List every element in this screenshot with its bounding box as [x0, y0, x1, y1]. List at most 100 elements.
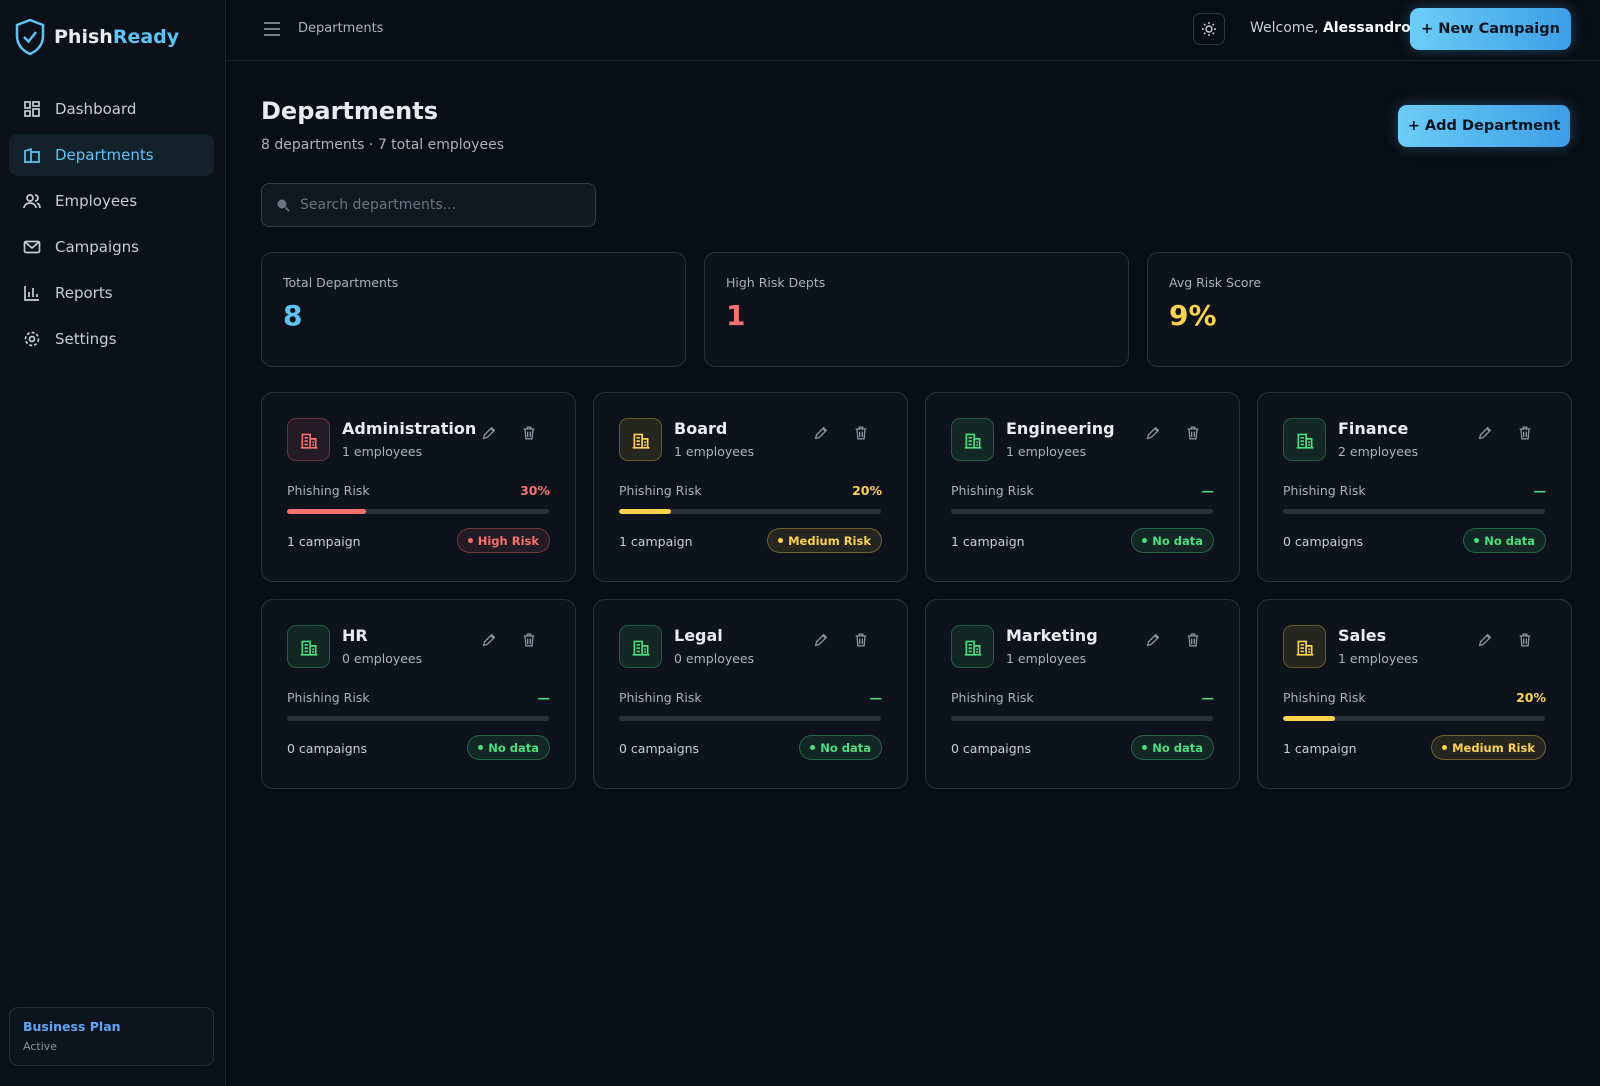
icon	[814, 633, 828, 647]
department-card: Engineering 1 employees Phishing Risk — 1 ca…	[925, 392, 1240, 582]
icon-part	[277, 199, 287, 209]
employee-count: 2 employees	[1338, 444, 1419, 459]
risk-track	[619, 716, 881, 721]
edit-button[interactable]	[1145, 425, 1161, 445]
icon	[855, 426, 867, 440]
delete-button[interactable]	[853, 425, 869, 445]
edit-button[interactable]	[1477, 632, 1493, 652]
risk-badge: No data	[1463, 528, 1546, 553]
delete-button[interactable]	[853, 632, 869, 652]
icon-part	[23, 240, 41, 254]
icon-part	[1146, 633, 1160, 647]
department-name: Marketing	[1006, 626, 1098, 645]
badge-dot	[1474, 538, 1480, 543]
nav-icon	[24, 101, 40, 117]
edit-button[interactable]	[481, 425, 497, 445]
icon-part	[1205, 25, 1213, 33]
plan-name: Business Plan	[23, 1019, 121, 1034]
risk-bar	[1283, 716, 1336, 721]
nav-item[interactable]: Settings	[9, 318, 214, 360]
icon-part	[32, 108, 40, 117]
theme-toggle[interactable]	[1193, 13, 1225, 45]
new-campaign-button[interactable]: + New Campaign	[1410, 8, 1571, 50]
edit-button[interactable]	[813, 425, 829, 445]
department-name: Administration	[342, 419, 477, 438]
risk-track	[1283, 716, 1545, 721]
campaign-count: 0 campaigns	[619, 741, 700, 756]
delete-button[interactable]	[521, 425, 537, 445]
icon-part	[632, 640, 649, 656]
nav-item[interactable]: Reports	[9, 272, 214, 314]
search-placeholder: Search departments...	[300, 197, 457, 213]
nav-item[interactable]: Departments	[9, 134, 214, 176]
badge-text: No data	[820, 740, 871, 755]
risk-label: Phishing Risk	[619, 690, 702, 705]
nav-icon	[24, 147, 40, 163]
risk-value: —	[1201, 690, 1215, 705]
campaign-count: 0 campaigns	[951, 741, 1032, 756]
nav-item[interactable]: Employees	[9, 180, 214, 222]
icon	[855, 633, 867, 647]
campaign-count: 0 campaigns	[1283, 534, 1364, 549]
icon-part	[24, 110, 31, 117]
risk-value: 20%	[852, 483, 882, 498]
risk-track	[287, 509, 549, 514]
badge-dot	[1142, 745, 1148, 750]
badge-dot	[478, 745, 484, 750]
campaign-count: 1 campaign	[1283, 741, 1357, 756]
icon-part	[1146, 426, 1160, 440]
edit-button[interactable]	[813, 632, 829, 652]
icon-part	[1202, 22, 1216, 36]
icon	[1296, 433, 1313, 449]
brand-second: Ready	[112, 26, 180, 48]
edit-button[interactable]	[1477, 425, 1493, 445]
edit-button[interactable]	[481, 632, 497, 652]
badge-text: High Risk	[477, 533, 539, 548]
delete-button[interactable]	[1185, 425, 1201, 445]
nav-item[interactable]: Dashboard	[9, 88, 214, 130]
badge-dot	[810, 745, 816, 750]
icon-part	[24, 331, 40, 347]
sidebar: PhishReady Dashboard Departments Employe…	[0, 0, 226, 1086]
risk-track	[287, 716, 549, 721]
risk-badge: No data	[799, 735, 882, 760]
employee-count: 1 employees	[1006, 651, 1087, 666]
campaign-count: 1 campaign	[287, 534, 361, 549]
delete-button[interactable]	[1517, 425, 1533, 445]
edit-button[interactable]	[1145, 632, 1161, 652]
icon	[1519, 633, 1531, 647]
plan-box: Business Plan Active	[9, 1007, 214, 1066]
icon	[1146, 633, 1160, 647]
department-card: Finance 2 employees Phishing Risk — 0 campai…	[1257, 392, 1572, 582]
brand-first: Phish	[54, 26, 113, 48]
search-box[interactable]: Search departments...	[261, 183, 596, 227]
welcome-text: Welcome,	[1250, 20, 1319, 36]
icon	[300, 433, 317, 449]
delete-button[interactable]	[1517, 632, 1533, 652]
employee-count: 1 employees	[1006, 444, 1087, 459]
delete-button[interactable]	[521, 632, 537, 652]
stat-label: Total Departments	[283, 275, 399, 290]
risk-badge: No data	[1131, 528, 1214, 553]
delete-button[interactable]	[1185, 632, 1201, 652]
icon-part	[1187, 633, 1199, 647]
brand[interactable]: PhishReady	[14, 18, 179, 56]
icon	[1187, 633, 1199, 647]
nav-label: Dashboard	[55, 100, 137, 118]
topbar: Departments Welcome, Alessandro + New Ca…	[227, 0, 1600, 61]
icon-part	[24, 147, 40, 163]
page-subtitle: 8 departments · 7 total employees	[261, 137, 505, 153]
risk-label: Phishing Risk	[1283, 690, 1366, 705]
risk-value: —	[537, 690, 551, 705]
menu-toggle[interactable]	[263, 21, 281, 37]
campaign-count: 0 campaigns	[287, 741, 368, 756]
add-department-button[interactable]: + Add Department	[1398, 105, 1570, 147]
icon-part	[482, 633, 496, 647]
icon-part	[814, 633, 828, 647]
icon-part	[284, 206, 290, 212]
stat-card: Total Departments 8	[261, 252, 686, 367]
page-title: Departments	[261, 97, 439, 125]
department-icon	[1283, 418, 1326, 461]
nav-item[interactable]: Campaigns	[9, 226, 214, 268]
